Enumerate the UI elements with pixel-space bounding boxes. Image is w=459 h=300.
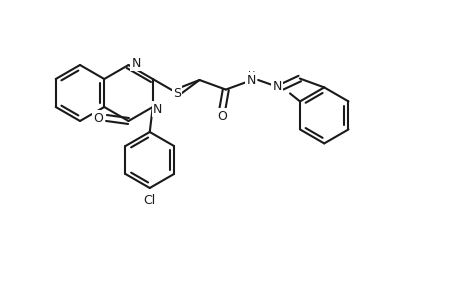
Text: N: N [153, 103, 162, 116]
Text: Cl: Cl [143, 194, 156, 206]
Text: S: S [173, 86, 180, 100]
Text: O: O [93, 112, 103, 124]
Text: N: N [132, 56, 141, 70]
Text: N: N [272, 80, 281, 93]
Text: O: O [217, 110, 227, 123]
Text: H: H [248, 71, 255, 81]
Text: N: N [246, 74, 255, 86]
